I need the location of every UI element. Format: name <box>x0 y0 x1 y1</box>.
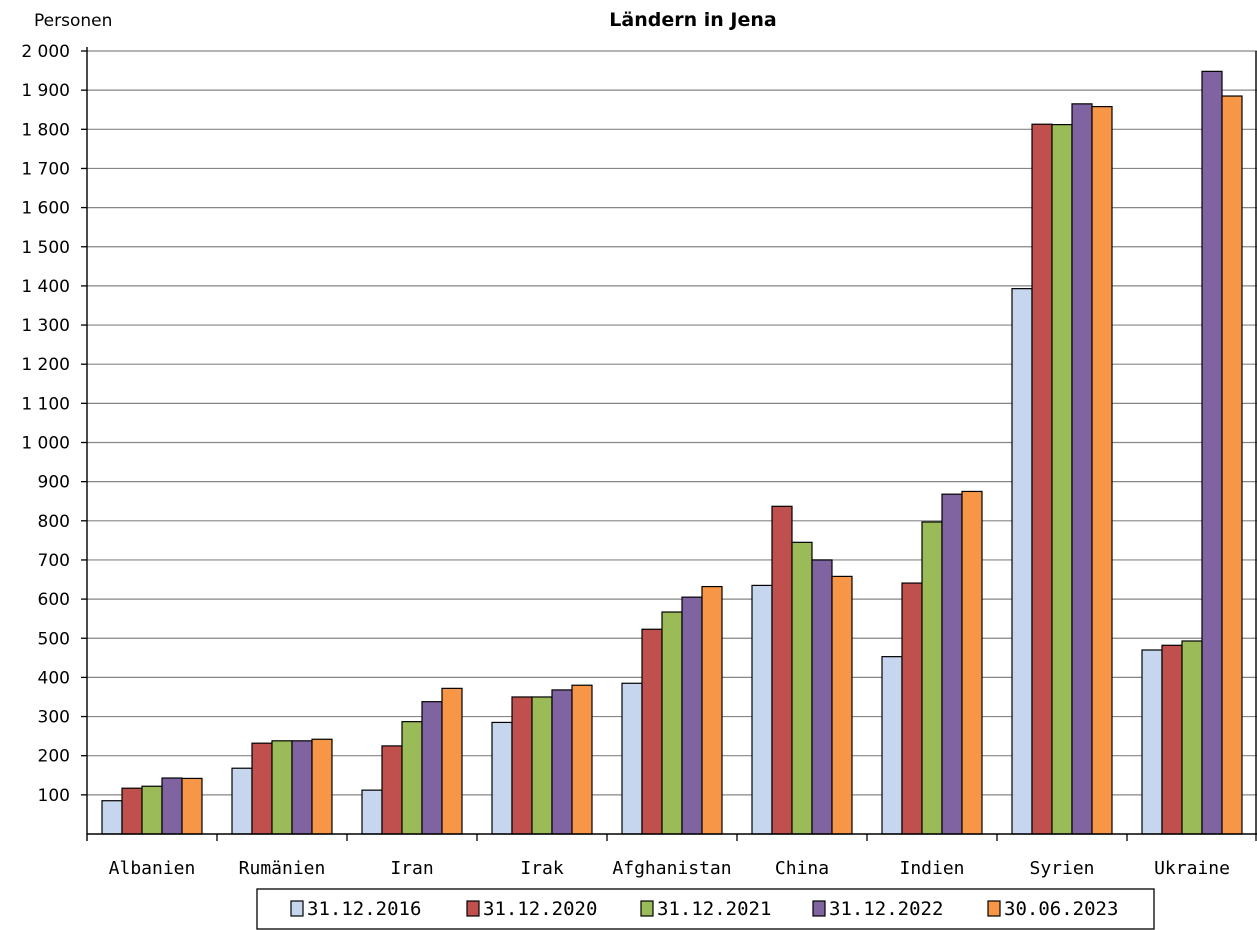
legend-box <box>256 888 1155 930</box>
legend-swatch <box>640 900 654 917</box>
y-tick-label: 1 600 <box>21 199 70 219</box>
bar-31.12.2016-Rumänien <box>231 767 253 835</box>
y-tick-label: 1 200 <box>21 355 70 375</box>
bar-31.12.2020-Rumänien <box>251 742 273 835</box>
x-tick-label: Syrien <box>1029 858 1094 879</box>
bar-31.12.2022-Irak <box>551 689 573 835</box>
bar-31.12.2020-Afghanistan <box>641 628 663 835</box>
y-tick-label: 1 400 <box>21 277 70 297</box>
y-tick-label: 400 <box>38 668 70 688</box>
bar-31.12.2016-Syrien <box>1011 288 1033 835</box>
bar-31.12.2020-Albanien <box>121 787 143 835</box>
y-tick-label: 200 <box>38 747 70 767</box>
x-axis-ticks: Albanien Rumänien Iran Irak Afghanistan China… <box>109 834 1257 879</box>
y-tick-label: 1 500 <box>21 238 70 258</box>
bar-31.12.2020-Irak <box>511 696 533 835</box>
y-tick-label: 1 800 <box>21 120 70 140</box>
bar-31.12.2021-Syrien <box>1051 124 1073 835</box>
y-tick-label: 1 300 <box>21 316 70 336</box>
bar-31.12.2016-Ukraine <box>1141 649 1163 835</box>
bar-31.12.2020-Ukraine <box>1161 644 1183 835</box>
y-tick-label: 1 900 <box>21 81 70 101</box>
bar-31.12.2022-Syrien <box>1071 103 1093 835</box>
bar-31.12.2021-Irak <box>531 696 553 835</box>
legend-label: 31.12.2021 <box>657 898 771 920</box>
y-tick-label: 2 000 <box>21 42 70 62</box>
bar-31.12.2022-Indien <box>941 493 963 835</box>
x-tick-label: Indien <box>899 858 964 879</box>
x-tick-label: Ukraine <box>1154 858 1230 879</box>
bar-31.12.2021-Iran <box>401 721 423 835</box>
bar-30.06.2023-Afghanistan <box>701 585 723 835</box>
bar-31.12.2022-Ukraine <box>1201 70 1223 835</box>
bar-31.12.2021-China <box>791 541 813 835</box>
bars <box>101 70 1243 835</box>
bar-31.12.2016-Afghanistan <box>621 682 643 835</box>
bar-31.12.2021-Rumänien <box>271 740 293 835</box>
bar-31.12.2021-Indien <box>921 521 943 835</box>
y-tick-label: 1 000 <box>21 434 70 454</box>
legend: 31.12.2016 31.12.2020 31.12.2021 31.12.2022… <box>256 888 1155 930</box>
y-tick-label: 1 700 <box>21 159 70 179</box>
axes <box>86 47 1257 841</box>
bar-31.12.2016-Iran <box>361 789 383 835</box>
bar-31.12.2020-Syrien <box>1031 123 1053 835</box>
bar-31.12.2016-Albanien <box>101 800 123 835</box>
bar-31.12.2022-China <box>811 559 833 835</box>
y-axis-ticks: 100 200 300 400 500 600 700 800 900 1 000 1 100 1 2… <box>21 42 87 806</box>
y-tick-label: 300 <box>38 708 70 728</box>
y-tick-label: 900 <box>38 473 70 493</box>
legend-label: 31.12.2022 <box>829 898 943 920</box>
chart-title: Ländern in Jena <box>609 9 776 31</box>
x-tick-label: Irak <box>520 858 564 879</box>
x-tick-label: Albanien <box>109 858 196 879</box>
x-tick-label: Afghanistan <box>612 858 731 879</box>
bar-30.06.2023-Albanien <box>181 777 203 835</box>
legend-swatch <box>812 900 826 917</box>
x-tick-label: Rumänien <box>239 858 326 879</box>
legend-label: 31.12.2020 <box>483 898 597 920</box>
bar-31.12.2021-Afghanistan <box>661 611 683 835</box>
legend-label: 30.06.2023 <box>1004 898 1118 920</box>
bar-31.12.2022-Afghanistan <box>681 596 703 835</box>
x-tick-label: China <box>775 858 829 879</box>
bar-31.12.2022-Rumänien <box>291 740 313 835</box>
y-tick-label: 600 <box>38 590 70 610</box>
bar-31.12.2020-Iran <box>381 745 403 835</box>
bar-31.12.2016-Indien <box>881 656 903 835</box>
y-tick-label: 1 100 <box>21 394 70 414</box>
bar-30.06.2023-Rumänien <box>311 738 333 835</box>
bar-31.12.2020-Indien <box>901 582 923 835</box>
y-tick-label: 100 <box>38 786 70 806</box>
y-tick-label: 500 <box>38 629 70 649</box>
bar-30.06.2023-Iran <box>441 687 463 835</box>
y-tick-label: 700 <box>38 551 70 571</box>
bar-31.12.2016-Irak <box>491 721 513 835</box>
bar-30.06.2023-Ukraine <box>1221 95 1243 835</box>
bar-31.12.2020-China <box>771 505 793 835</box>
bar-30.06.2023-China <box>831 575 853 835</box>
legend-label: 31.12.2016 <box>307 898 421 920</box>
bar-31.12.2021-Ukraine <box>1181 640 1203 835</box>
bar-31.12.2016-China <box>751 584 773 835</box>
bar-31.12.2022-Albanien <box>161 777 183 835</box>
y-tick-label: 800 <box>38 512 70 532</box>
bar-30.06.2023-Syrien <box>1091 105 1113 835</box>
legend-swatch <box>290 900 304 917</box>
bar-30.06.2023-Irak <box>571 684 593 835</box>
bar-31.12.2021-Albanien <box>141 785 163 835</box>
x-tick-label: Iran <box>390 858 433 879</box>
legend-swatch <box>987 900 1001 917</box>
bar-31.12.2022-Iran <box>421 701 443 835</box>
bar-30.06.2023-Indien <box>961 490 983 835</box>
legend-swatch <box>466 900 480 917</box>
y-axis-label: Personen <box>34 11 112 31</box>
